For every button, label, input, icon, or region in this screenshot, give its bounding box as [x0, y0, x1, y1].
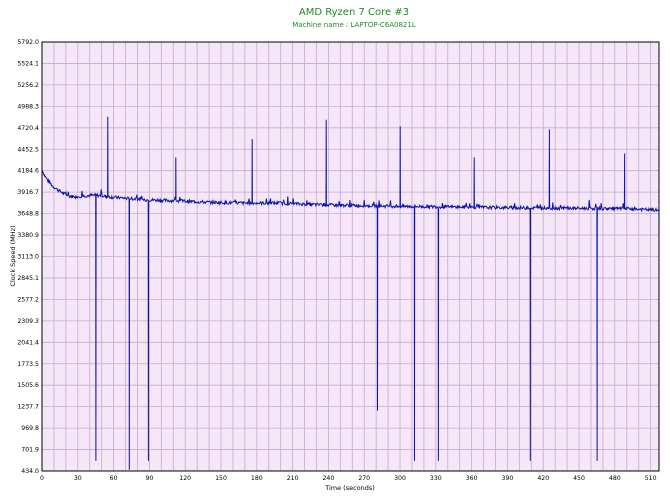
chart-title: AMD Ryzen 7 Core #3 [299, 7, 409, 18]
y-tick-label: 2845.1 [17, 275, 39, 282]
y-tick-label: 2041.4 [17, 339, 39, 346]
y-tick-label: 3380.9 [17, 232, 39, 239]
y-tick-label: 1505.6 [17, 382, 39, 389]
x-tick-label: 360 [466, 475, 478, 482]
grid-lines [42, 42, 659, 471]
x-tick-label: 330 [430, 475, 442, 482]
y-tick-label: 1773.5 [17, 361, 39, 368]
y-tick-label: 5256.2 [17, 82, 39, 89]
series-line-clock-speed [41, 116, 660, 470]
y-tick-label: 4184.6 [17, 168, 39, 175]
x-tick-label: 300 [394, 475, 406, 482]
x-tick-label: 180 [251, 475, 263, 482]
x-tick-label: 270 [358, 475, 370, 482]
y-tick-label: 2309.3 [17, 318, 39, 325]
x-tick-label: 510 [645, 475, 657, 482]
x-tick-label: 60 [110, 475, 118, 482]
y-tick-label: 969.8 [21, 425, 39, 432]
y-tick-label: 3113.0 [17, 254, 39, 261]
y-tick-label: 3648.8 [17, 211, 39, 218]
chart-subtitle: Machine name : LAPTOP-C6A0821L [292, 21, 416, 29]
x-tick-label: 450 [573, 475, 585, 482]
y-axis-ticks: 5792.0 5524.1 5256.2 4988.3 4720.4 4452.5 4184… [17, 39, 39, 475]
x-tick-label: 30 [74, 475, 82, 482]
y-tick-label: 4452.5 [17, 146, 39, 153]
y-tick-label: 5792.0 [17, 39, 39, 46]
y-tick-label: 3916.7 [17, 189, 39, 196]
x-tick-label: 420 [537, 475, 549, 482]
y-tick-label: 2577.2 [17, 296, 39, 303]
x-tick-label: 90 [145, 475, 153, 482]
y-axis-label: Clock Speed (MHz) [9, 225, 17, 286]
x-tick-label: 480 [609, 475, 621, 482]
plot-frame [41, 41, 660, 472]
y-tick-label: 4988.3 [17, 103, 39, 110]
x-tick-label: 240 [323, 475, 335, 482]
y-tick-label: 4720.4 [17, 125, 39, 132]
y-tick-label: 5524.1 [17, 60, 39, 67]
y-tick-label: 701.9 [21, 447, 39, 454]
x-tick-label: 390 [502, 475, 514, 482]
x-tick-label: 120 [179, 475, 191, 482]
y-tick-label: 1237.7 [17, 404, 39, 411]
x-axis-label: Time (seconds) [324, 484, 375, 492]
x-tick-label: 150 [215, 475, 227, 482]
x-tick-label: 210 [287, 475, 299, 482]
x-tick-label: 0 [40, 475, 44, 482]
x-axis-ticks: 0 30 60 90 120 150 180 210 240 270 300 330 360 390 420… [40, 475, 657, 482]
y-tick-label: 434.0 [21, 468, 39, 475]
